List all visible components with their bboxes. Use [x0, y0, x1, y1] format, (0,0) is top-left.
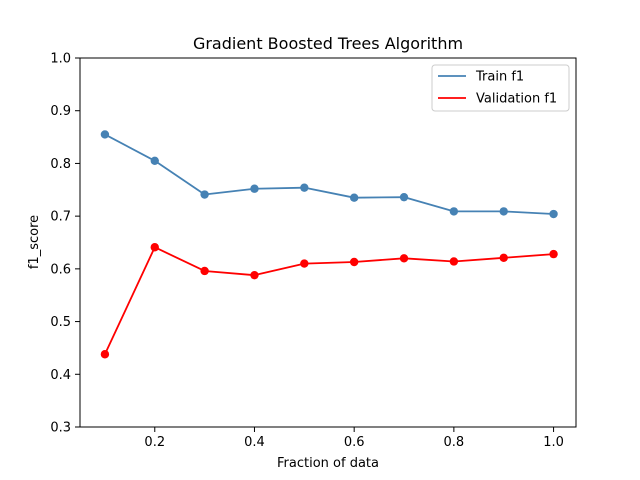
- chart-title: Gradient Boosted Trees Algorithm: [193, 34, 463, 53]
- x-tick-label: 1.0: [543, 435, 564, 450]
- data-point-s0-4: [300, 183, 309, 192]
- data-point-s0-6: [399, 192, 409, 202]
- data-point-s0-7: [449, 207, 459, 216]
- data-point-s0-2: [200, 190, 209, 199]
- y-tick-label: 0.4: [50, 368, 71, 383]
- series-line-1: [104, 246, 555, 356]
- legend-box: [431, 64, 570, 112]
- data-point-s0-3: [250, 184, 259, 193]
- x-tick-label: 0.4: [244, 435, 265, 450]
- plot-area: 0.2 0.4 0.6 0.8 1.0 0.3 0.4 0.5 0.6 0.7 0.8 0.9 1.0 T…: [50, 52, 577, 450]
- data-point-s0-1: [150, 156, 159, 165]
- x-tick-label: 0.6: [344, 435, 365, 450]
- y-tick-label: 0.6: [50, 262, 71, 277]
- legend: Train f1 Validation f1: [431, 64, 570, 112]
- data-point-s0-8: [499, 207, 508, 216]
- data-point-s0-0: [100, 130, 110, 139]
- data-point-s1-5: [349, 257, 359, 267]
- y-axis-label: f1_score: [27, 215, 42, 269]
- y-tick-label: 0.9: [50, 104, 71, 119]
- data-point-s1-7: [449, 257, 459, 266]
- y-tick-label: 0.8: [50, 157, 71, 172]
- x-tick-label: 0.2: [144, 435, 165, 450]
- data-point-s1-9: [549, 249, 558, 259]
- data-point-s0-5: [349, 193, 359, 202]
- data-point-s1-8: [499, 253, 508, 262]
- series-line-0: [104, 133, 555, 215]
- data-point-s1-0: [100, 350, 110, 359]
- data-point-s0-9: [549, 209, 558, 219]
- y-tick-label: 0.5: [50, 315, 71, 330]
- data-point-s1-3: [250, 270, 259, 280]
- data-point-s1-4: [300, 259, 309, 268]
- data-point-s1-6: [399, 254, 409, 263]
- axes-frame: [79, 57, 577, 428]
- x-axis-label: Fraction of data: [277, 456, 379, 471]
- y-tick-label: 0.7: [50, 210, 71, 225]
- x-tick-label: 0.8: [444, 435, 465, 450]
- data-point-s1-1: [150, 243, 159, 252]
- data-point-s1-2: [200, 266, 209, 276]
- legend-label: Train f1: [475, 70, 524, 85]
- y-tick-label: 0.3: [50, 421, 71, 436]
- y-tick-label: 1.0: [50, 52, 71, 67]
- legend-label: Validation f1: [476, 92, 557, 107]
